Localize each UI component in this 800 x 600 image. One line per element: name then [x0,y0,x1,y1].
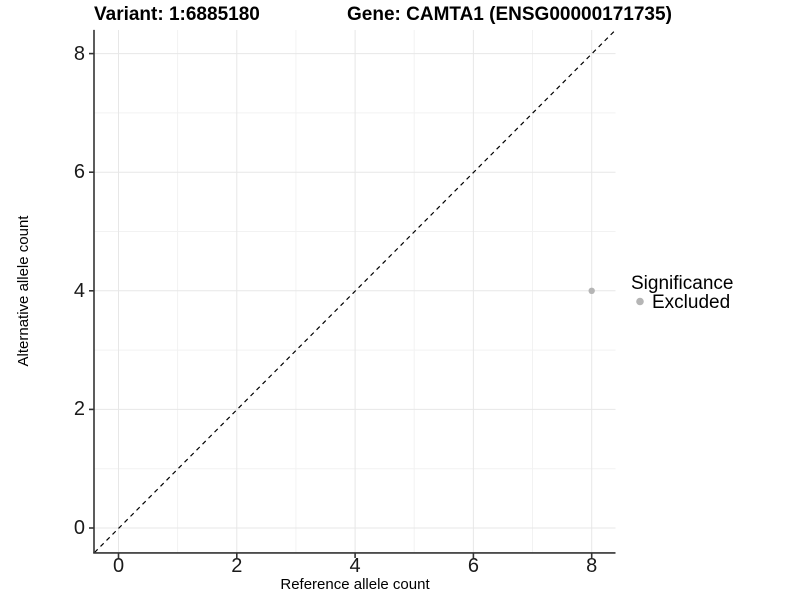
x-tick-label-0: 0 [112,555,125,577]
y-tick-label-4: 8 [73,42,85,65]
legend-item-excluded-label: Excluded [652,292,731,313]
y-axis-title: Alternative allele count [15,215,32,367]
identity-line [94,29,616,553]
y-tick-label-1: 2 [73,398,85,421]
y-tick-label-3: 6 [73,161,85,184]
y-tick-label-2: 4 [73,279,85,302]
variant-title: Variant: 1:6885180 [94,4,260,25]
y-tick-label-0: 0 [73,517,85,539]
tick-marks [89,52,593,558]
x-tick-label-3: 6 [467,555,479,577]
x-tick-label-2: 4 [349,555,361,577]
legend-title: Significance [631,273,734,294]
x-tick-label-1: 2 [231,555,243,577]
x-tick-label-4: 8 [586,555,598,577]
gene-title: Gene: CAMTA1 (ENSG00000171735) [347,4,672,25]
data-point [588,287,595,294]
x-axis-title: Reference allele count [280,576,430,593]
data-points-layer [588,287,595,294]
legend-key-dot [636,297,644,306]
